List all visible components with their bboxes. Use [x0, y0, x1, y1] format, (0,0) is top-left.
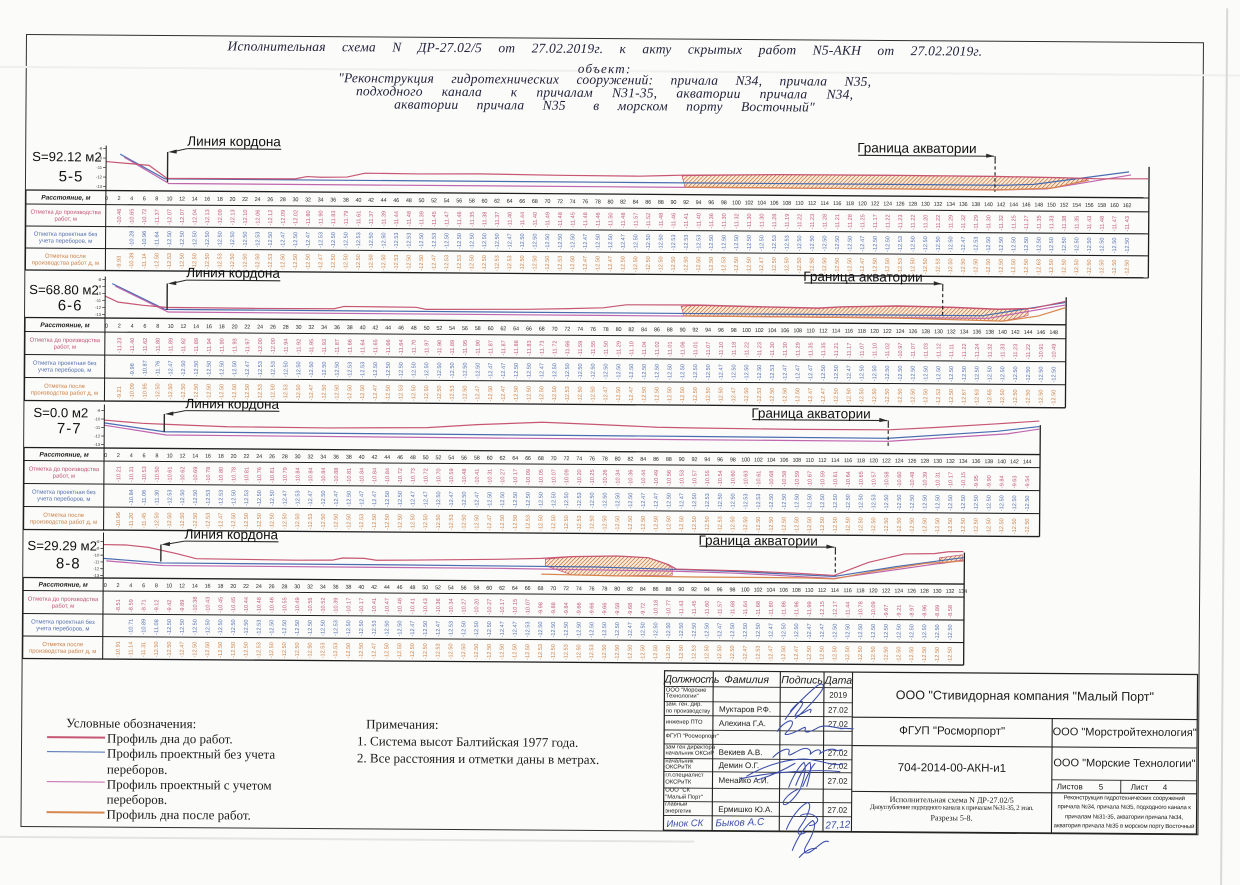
svg-text:Быков А.С: Быков А.С: [715, 817, 765, 829]
svg-text:Инок СК: Инок СК: [666, 818, 705, 830]
svg-text:27,12: 27,12: [824, 819, 851, 831]
